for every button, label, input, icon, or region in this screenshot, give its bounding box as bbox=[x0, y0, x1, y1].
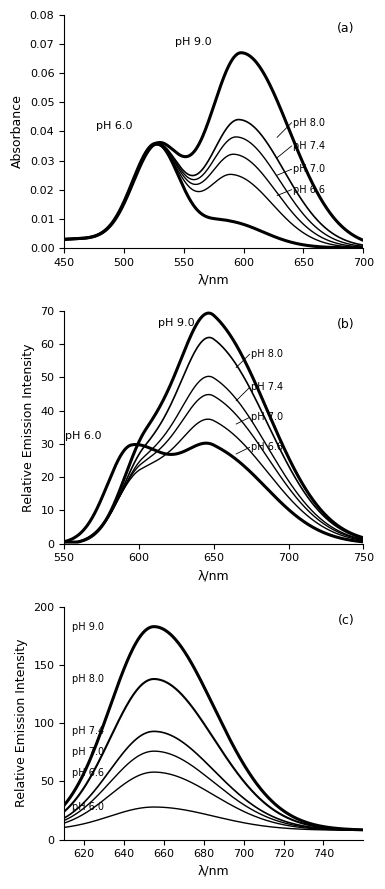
Text: pH 7.0: pH 7.0 bbox=[251, 412, 283, 422]
X-axis label: λ/nm: λ/nm bbox=[198, 865, 229, 878]
Text: pH 6.6: pH 6.6 bbox=[251, 443, 283, 453]
Text: pH 6.0: pH 6.0 bbox=[96, 122, 133, 132]
Text: (b): (b) bbox=[337, 318, 354, 331]
Y-axis label: Relative Emission Intensity: Relative Emission Intensity bbox=[22, 343, 35, 511]
Text: pH 9.0: pH 9.0 bbox=[175, 37, 212, 47]
Text: pH 7.4: pH 7.4 bbox=[72, 726, 104, 736]
Text: pH 8.0: pH 8.0 bbox=[251, 349, 283, 359]
Text: pH 6.0: pH 6.0 bbox=[72, 802, 104, 812]
Text: pH 8.0: pH 8.0 bbox=[72, 674, 104, 684]
Text: pH 9.0: pH 9.0 bbox=[158, 317, 195, 328]
X-axis label: λ/nm: λ/nm bbox=[198, 569, 229, 582]
Y-axis label: Relative Emission Intensity: Relative Emission Intensity bbox=[15, 639, 28, 807]
Text: pH 7.4: pH 7.4 bbox=[293, 141, 325, 151]
Text: (c): (c) bbox=[338, 613, 354, 627]
Text: pH 6.6: pH 6.6 bbox=[293, 185, 325, 195]
Text: (a): (a) bbox=[337, 22, 354, 35]
Y-axis label: Absorbance: Absorbance bbox=[11, 94, 24, 168]
Text: pH 7.0: pH 7.0 bbox=[293, 164, 325, 174]
X-axis label: λ/nm: λ/nm bbox=[198, 273, 229, 286]
Text: pH 7.4: pH 7.4 bbox=[251, 382, 283, 392]
Text: pH 8.0: pH 8.0 bbox=[293, 117, 325, 128]
Text: pH 6.0: pH 6.0 bbox=[65, 430, 102, 441]
Text: pH 9.0: pH 9.0 bbox=[72, 621, 104, 632]
Text: pH 6.6: pH 6.6 bbox=[72, 768, 104, 778]
Text: pH 7.0: pH 7.0 bbox=[72, 748, 104, 757]
